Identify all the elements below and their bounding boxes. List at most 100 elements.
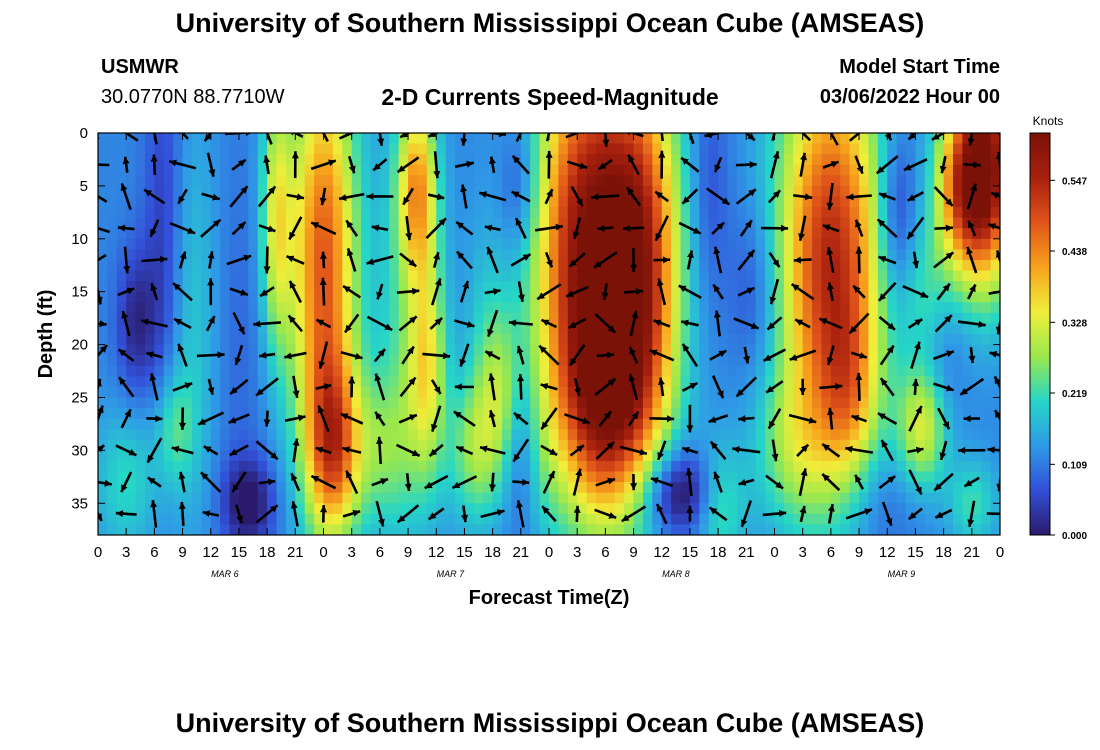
heatmap-cell [671, 302, 682, 314]
heatmap-cell [314, 281, 325, 293]
heatmap-cell [990, 133, 1000, 145]
arrow-head [606, 351, 614, 359]
heatmap-cell [530, 302, 541, 314]
heatmap-cell [924, 408, 935, 420]
heatmap-cell [332, 344, 343, 356]
heatmap-cell [962, 281, 973, 293]
heatmap-cell [417, 217, 428, 229]
heatmap-cell [398, 471, 409, 483]
heatmap-cell [210, 185, 221, 198]
current-arrow [398, 413, 418, 424]
heatmap-cell [633, 408, 644, 420]
heatmap-cell [821, 249, 832, 261]
heatmap-cell [229, 513, 240, 526]
arrow-head [542, 506, 550, 514]
heatmap-cell [962, 334, 973, 346]
heatmap-cell [370, 397, 381, 409]
current-arrow [432, 251, 440, 269]
heatmap-cell [736, 143, 747, 155]
heatmap-cell [727, 386, 738, 399]
heatmap-cell [736, 460, 747, 473]
heatmap-cell [342, 439, 353, 451]
arrow-head [658, 125, 665, 132]
heatmap-cell [962, 503, 973, 515]
heatmap-cell [953, 249, 964, 261]
current-arrow [348, 376, 356, 398]
heatmap-cell [934, 513, 945, 526]
heatmap-cell [361, 471, 372, 483]
heatmap-cell [351, 365, 362, 377]
heatmap-cell [746, 418, 757, 430]
heatmap-cell [924, 439, 935, 451]
heatmap-cell [943, 524, 954, 535]
heatmap-cell [426, 429, 437, 441]
heatmap-cell [248, 154, 259, 166]
heatmap-cell [511, 259, 522, 272]
heatmap-cell [98, 281, 108, 293]
heatmap-cell [981, 154, 992, 166]
arrow-shaft [98, 226, 111, 234]
heatmap-cell [859, 418, 870, 430]
heatmap-cell [971, 185, 982, 198]
heatmap-cell [201, 312, 212, 325]
heatmap-cell [765, 376, 776, 388]
heatmap-cell [652, 281, 663, 293]
current-arrow [460, 184, 468, 209]
arrow-head [907, 194, 916, 201]
heatmap-cell [558, 492, 569, 504]
heatmap-cell [483, 386, 494, 399]
x-tick-label: 15 [456, 544, 473, 561]
current-arrow [511, 154, 530, 175]
heatmap-cell [614, 281, 625, 293]
heatmap-cell [661, 386, 672, 399]
current-arrow [231, 221, 247, 236]
heatmap-cell [577, 281, 588, 293]
heatmap-cell [229, 217, 240, 229]
heatmap-cell [990, 217, 1000, 229]
heatmap-cell [210, 207, 221, 219]
heatmap-cell [943, 376, 954, 388]
heatmap-cell [633, 259, 644, 272]
arrow-head [855, 372, 863, 380]
heatmap-cell [201, 185, 212, 198]
heatmap-cell [210, 164, 221, 176]
heatmap-cell [539, 471, 550, 483]
heatmap-cell [370, 439, 381, 451]
current-arrow [98, 226, 111, 234]
heatmap-cell [520, 281, 531, 293]
heatmap-cell [238, 259, 249, 272]
heatmap-cell [736, 249, 747, 261]
heatmap-cell [210, 154, 221, 166]
heatmap-cell [755, 439, 766, 451]
heatmap-cell [971, 207, 982, 219]
heatmap-cell [342, 513, 353, 526]
heatmap-cell [868, 133, 879, 145]
arrow-head [973, 161, 981, 169]
heatmap-cell [295, 238, 306, 250]
heatmap-cell [502, 418, 513, 430]
heatmap-cell [483, 503, 494, 515]
heatmap-cell [116, 302, 127, 314]
current-arrow [712, 283, 724, 300]
heatmap-cell [107, 524, 118, 535]
heatmap-cell [802, 503, 813, 515]
heatmap-cell [906, 376, 917, 388]
current-arrow [141, 256, 168, 263]
heatmap-cell [840, 376, 851, 388]
current-arrow [229, 287, 249, 297]
model-start-value: 03/06/2022 Hour 00 [819, 86, 1000, 108]
heatmap-cell [783, 249, 794, 261]
heatmap-cell [708, 154, 719, 166]
heatmap-cell [455, 312, 466, 325]
heatmap-cell [868, 513, 879, 526]
heatmap-cell [379, 228, 390, 240]
heatmap-cell [314, 154, 325, 166]
heatmap-cell [276, 323, 287, 335]
heatmap-cell [492, 408, 503, 420]
heatmap-cell [614, 312, 625, 325]
current-arrow [117, 348, 135, 363]
arrow-head [830, 161, 839, 168]
heatmap-cell [116, 365, 127, 377]
heatmap-cell [276, 418, 287, 430]
heatmap-cell [426, 217, 437, 229]
